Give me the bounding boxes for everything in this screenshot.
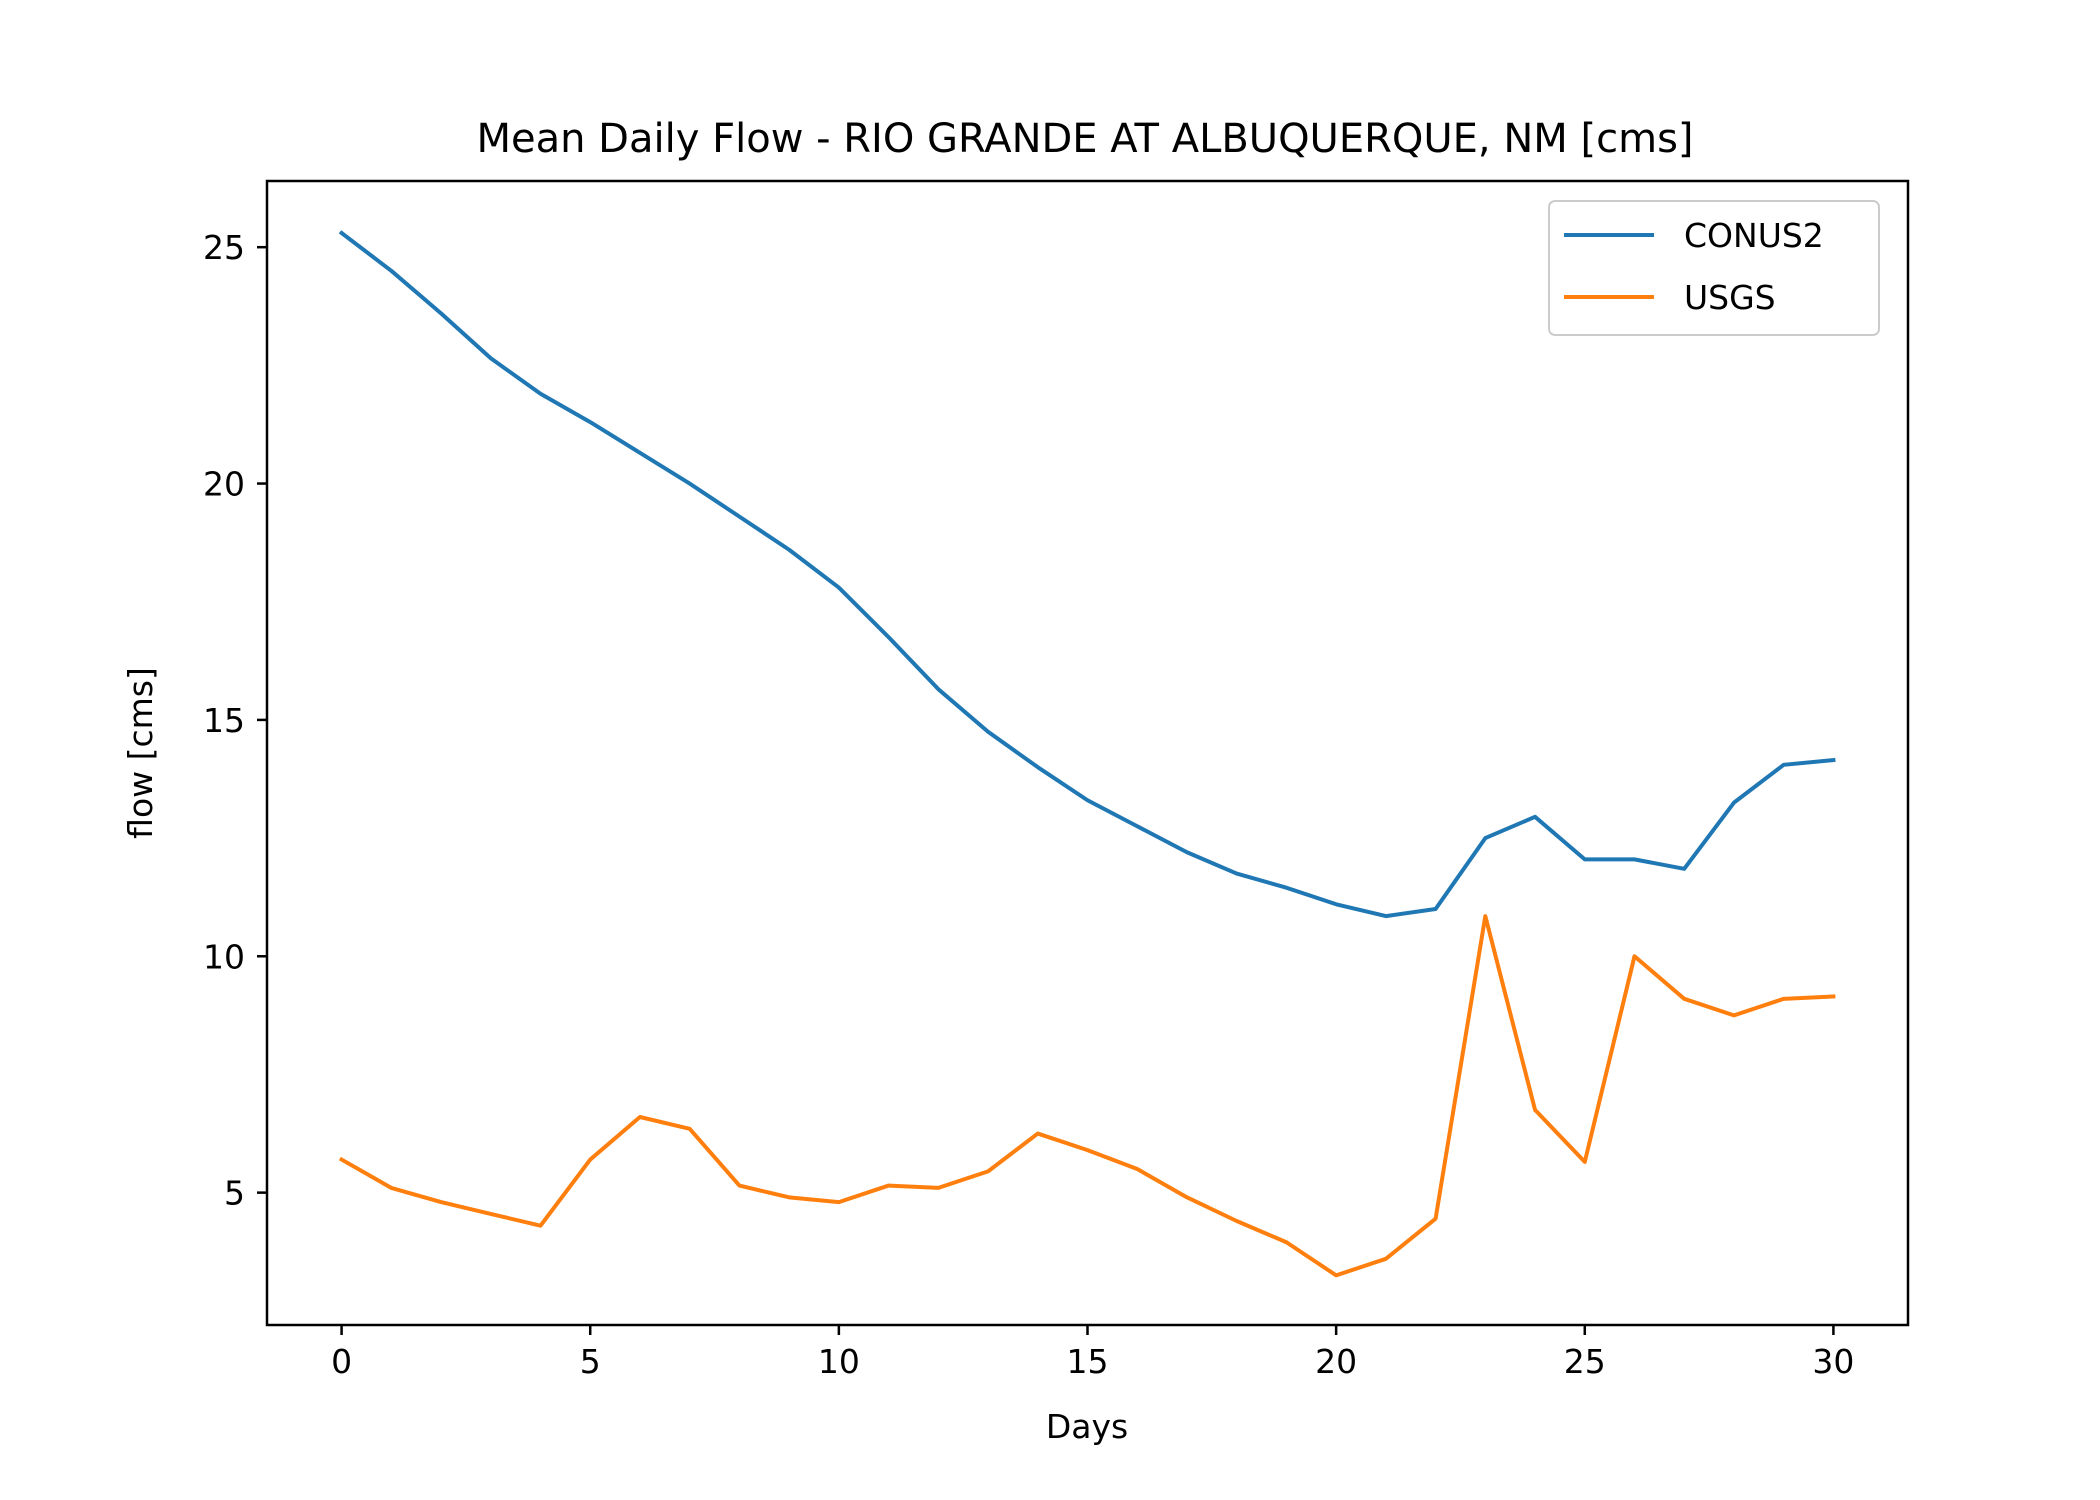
y-axis-title: flow [cms] [121,667,160,839]
x-tick-label: 0 [331,1342,352,1381]
y-tick-label: 5 [224,1174,245,1213]
series-line-conus2 [338,230,1836,919]
legend: CONUS2 USGS [1548,200,1880,336]
x-tick-label: 20 [1315,1342,1357,1381]
y-tick-label: 10 [203,937,245,976]
legend-label-usgs: USGS [1684,278,1776,317]
x-tick-label: 5 [580,1342,601,1381]
chart-title: Mean Daily Flow - RIO GRANDE AT ALBUQUER… [476,116,1693,162]
plot-area [338,230,1836,1278]
x-tick-label: 30 [1812,1342,1854,1381]
x-tick-label: 10 [818,1342,860,1381]
x-tick-label: 25 [1564,1342,1606,1381]
axis-ticks: 0 5 10 15 20 25 30 5 10 15 20 25 [203,228,1854,1381]
x-axis-title: Days [1046,1407,1128,1446]
y-tick-label: 20 [203,465,245,504]
series-line-usgs [338,914,1836,1278]
x-tick-label: 15 [1067,1342,1109,1381]
y-tick-label: 15 [203,701,245,740]
legend-label-conus2: CONUS2 [1684,216,1824,255]
y-tick-label: 25 [203,228,245,267]
